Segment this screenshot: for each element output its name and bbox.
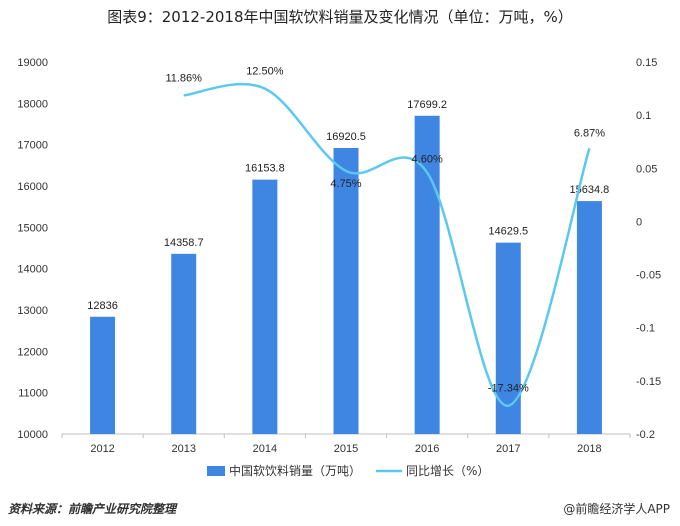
x-tick-label: 2013	[171, 443, 195, 455]
legend-label-line: 同比增长（%）	[406, 464, 489, 478]
legend: 中国软饮料销量（万吨） 同比增长（%）	[207, 463, 489, 478]
left-tick-label: 18000	[17, 98, 48, 110]
left-tick-label: 14000	[17, 264, 48, 276]
credit-note: @前瞻经济学人APP	[563, 502, 670, 516]
right-tick-label: 0.05	[636, 163, 657, 175]
left-tick-label: 12000	[17, 346, 48, 358]
right-tick-label: 0	[636, 216, 642, 228]
x-tick-label: 2017	[496, 443, 520, 455]
x-tick-label: 2012	[90, 443, 114, 455]
x-tick-label: 2016	[415, 443, 439, 455]
right-axis-ticks: 0.15 0.1 0.05 0 -0.05 -0.1 -0.15 -0.2	[636, 57, 661, 441]
right-tick-label: 0.15	[636, 57, 657, 69]
bar-data-label: 17699.2	[407, 99, 447, 111]
growth-line	[183, 83, 591, 407]
bar	[414, 115, 440, 434]
left-tick-label: 15000	[17, 222, 48, 234]
bar-data-label: 16920.5	[326, 131, 366, 143]
left-tick-label: 13000	[17, 305, 48, 317]
left-tick-label: 19000	[17, 57, 48, 69]
right-tick-label: -0.15	[636, 376, 661, 388]
bar-data-label: 14629.5	[488, 226, 528, 238]
line-data-label: 4.60%	[412, 154, 443, 166]
x-tick-label: 2015	[334, 443, 358, 455]
legend-swatch-bar	[207, 466, 225, 476]
bar-data-labels: 12836 14358.7 16153.8 16920.5 17699.2 14629.5…	[87, 99, 609, 312]
right-tick-label: -0.1	[636, 323, 655, 335]
x-tick-label: 2014	[253, 443, 277, 455]
bar-data-label: 12836	[87, 300, 118, 312]
left-tick-label: 11000	[18, 388, 48, 400]
line-data-label: 12.50%	[246, 66, 284, 78]
bar	[576, 201, 602, 434]
bar-data-label: 15634.8	[570, 184, 610, 196]
left-tick-label: 17000	[17, 140, 48, 152]
left-tick-label: 16000	[17, 181, 48, 193]
chart-title: 图表9：2012-2018年中国软饮料销量及变化情况（单位：万吨，%）	[107, 8, 573, 26]
right-tick-label: 0.1	[636, 110, 651, 122]
bar	[252, 179, 278, 434]
source-note: 资料来源：前瞻产业研究院整理	[8, 502, 177, 516]
line-data-label: 4.75%	[330, 178, 361, 190]
line-data-labels: 11.86% 12.50% 4.75% 4.60% -17.34% 6.87%	[165, 66, 605, 395]
bar-series	[90, 115, 602, 434]
x-tick-label: 2018	[577, 443, 601, 455]
left-axis-ticks: 10000 11000 12000 13000 14000 15000 16000 17000…	[17, 57, 48, 441]
line-data-label: 6.87%	[574, 127, 605, 139]
bar-data-label: 16153.8	[245, 163, 285, 175]
bar	[333, 147, 359, 434]
bar	[171, 253, 197, 434]
bar-data-label: 14358.7	[164, 237, 204, 249]
line-data-label: 11.86%	[165, 72, 202, 84]
right-tick-label: -0.2	[636, 429, 655, 441]
bar	[90, 316, 116, 434]
x-axis-ticks: 2012 2013 2014 2015 2016 2017 2018	[61, 434, 631, 455]
left-tick-label: 10000	[17, 429, 48, 441]
right-tick-label: -0.05	[636, 270, 661, 282]
line-data-label: -17.34%	[488, 383, 529, 395]
legend-label-bar: 中国软饮料销量（万吨）	[229, 463, 361, 478]
